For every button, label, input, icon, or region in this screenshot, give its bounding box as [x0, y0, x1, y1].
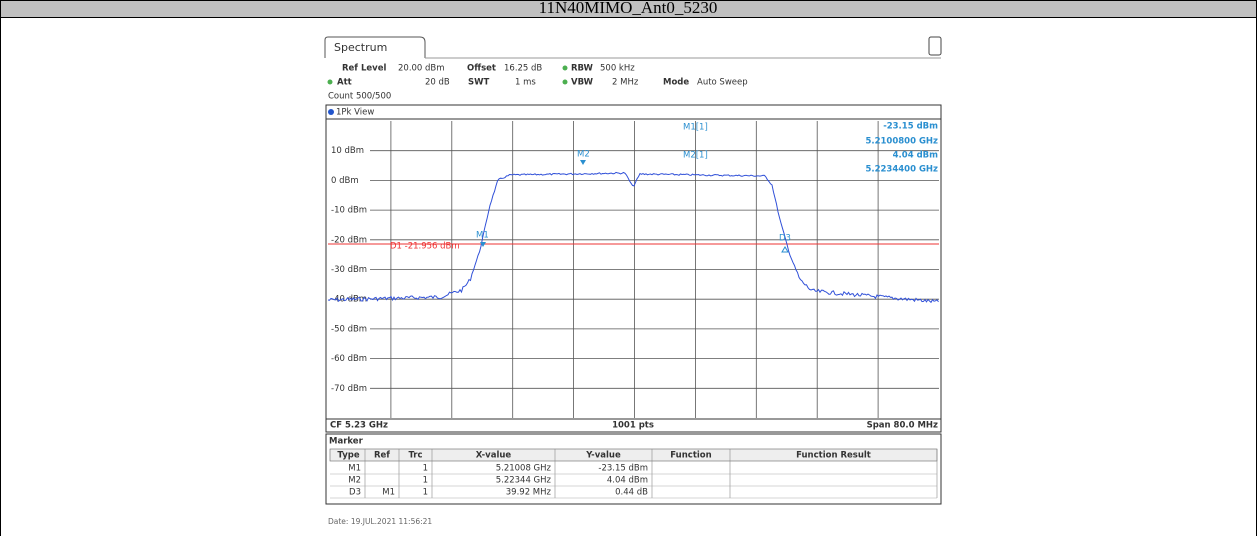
icon[interactable] — [928, 36, 942, 56]
marker-label: M1 — [476, 231, 489, 241]
footer: 1001 pts — [612, 421, 654, 431]
readout: 4.04 dBm — [893, 151, 938, 161]
label: SWT — [468, 78, 489, 88]
readout: M2[1] — [683, 151, 708, 161]
cell: D3 — [349, 488, 361, 498]
label: Mode — [663, 78, 689, 88]
column-header: Type — [337, 451, 359, 461]
readout: -23.15 dBm — [883, 122, 938, 132]
dot — [327, 79, 333, 85]
marker-label: M2 — [577, 150, 590, 160]
cell: M1 — [348, 464, 361, 474]
footer: CF 5.23 GHz — [330, 421, 388, 431]
column-header: X-value — [476, 451, 512, 461]
cell: 4.04 dBm — [607, 476, 648, 486]
table-title: Marker — [329, 437, 364, 447]
label: Offset — [467, 64, 496, 74]
label: VBW — [571, 78, 594, 88]
label: Ref Level — [342, 64, 386, 74]
value: Auto Sweep — [697, 78, 748, 88]
cell: 1 — [423, 476, 428, 486]
cell: -23.15 dBm — [598, 464, 648, 474]
column-header: Function Result — [796, 451, 871, 461]
plot-frame — [325, 104, 942, 433]
cell: 1 — [423, 488, 428, 498]
table-frame — [325, 433, 942, 505]
y-label: -30 dBm — [331, 265, 367, 275]
count: Count 500/500 — [328, 92, 391, 102]
label: RBW — [571, 64, 594, 74]
cell: 1 — [423, 464, 428, 474]
tab[interactable] — [324, 36, 426, 58]
cell: 39.92 MHz — [506, 488, 552, 498]
value: 500 kHz — [600, 64, 635, 74]
marker — [480, 242, 486, 247]
readout: 5.2100800 GHz — [865, 137, 938, 147]
y-label: 10 dBm — [331, 146, 364, 156]
dot — [328, 109, 334, 115]
value: 20 dB — [425, 78, 450, 88]
date: Date: 19.JUL.2021 11:56:21 — [328, 517, 432, 526]
marker — [580, 160, 586, 165]
footer: Span 80.0 MHz — [867, 421, 938, 431]
value: 16.25 dB — [504, 64, 542, 74]
marker-label: D3 — [779, 234, 791, 244]
y-label: -10 dBm — [331, 206, 367, 216]
y-label: -50 dBm — [331, 324, 367, 334]
cell: 0.44 dB — [615, 488, 648, 498]
dot — [562, 79, 568, 85]
y-label: -60 dBm — [331, 354, 367, 364]
dot — [562, 65, 568, 71]
y-label: 0 dBm — [331, 176, 359, 186]
marker — [781, 246, 789, 253]
readout: 5.2234400 GHz — [865, 165, 938, 175]
display-line-label: D1 -21.956 dBm — [390, 242, 460, 252]
column-header: Trc — [408, 451, 422, 461]
y-label: -20 dBm — [331, 235, 367, 245]
value: 20.00 dBm — [398, 64, 445, 74]
column-header: Y-value — [585, 451, 621, 461]
trace — [327, 171, 939, 304]
cell: 5.22344 GHz — [496, 476, 552, 486]
cell: 5.21008 GHz — [496, 464, 552, 474]
view-label: 1Pk View — [336, 108, 374, 118]
title: 11N40MIMO_Ant0_5230 — [539, 0, 718, 17]
y-label: -70 dBm — [331, 384, 367, 394]
value: 1 ms — [515, 78, 536, 88]
column-header: Function — [670, 451, 711, 461]
tab-label: Spectrum — [334, 41, 387, 54]
value: 2 MHz — [612, 78, 639, 88]
cell: M1 — [382, 488, 395, 498]
label: Att — [337, 78, 352, 88]
readout: M1[1] — [683, 123, 708, 133]
cell: M2 — [348, 476, 361, 486]
column-header: Ref — [374, 451, 390, 461]
